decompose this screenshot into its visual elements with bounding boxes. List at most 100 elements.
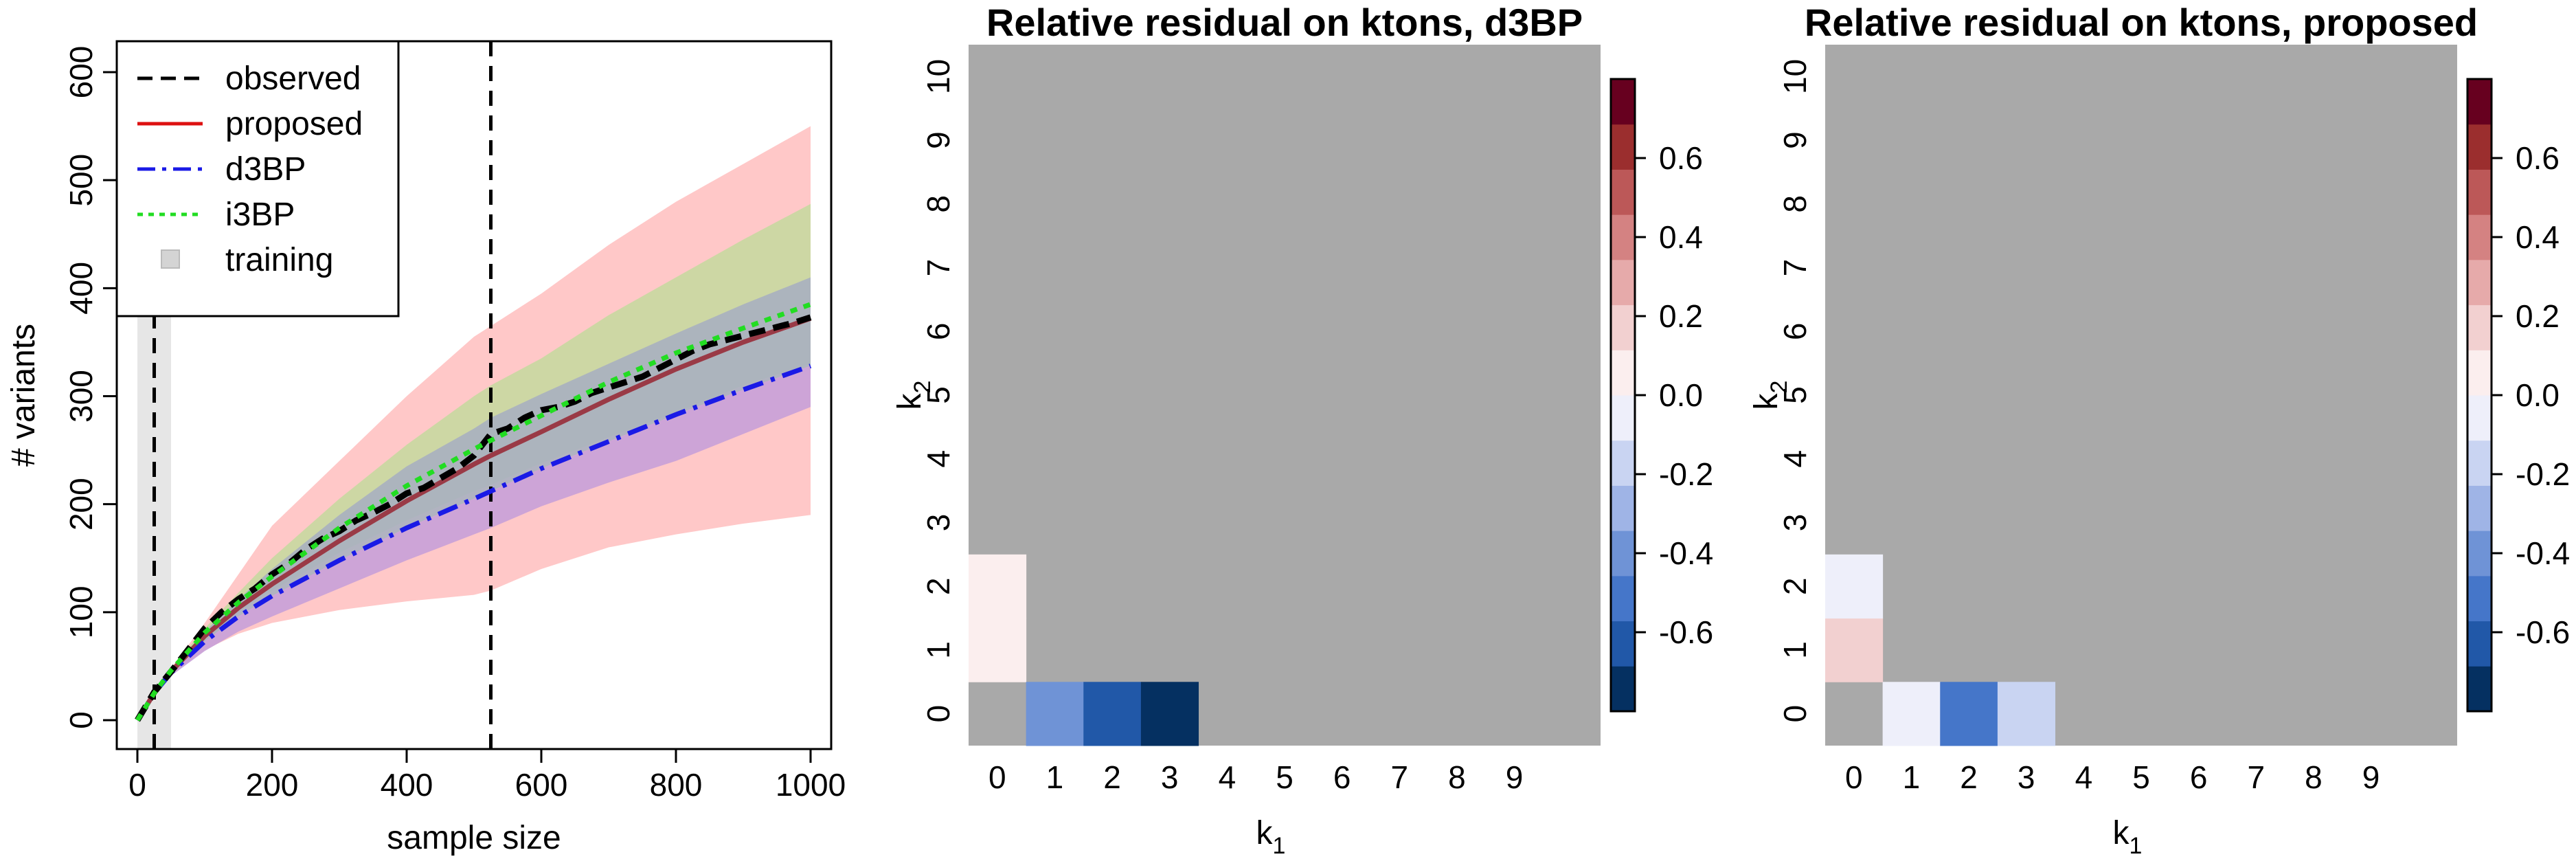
x-tick-label: 6 <box>2190 759 2208 795</box>
series-line-i3bp <box>135 302 812 722</box>
heatmap-cell <box>1026 682 1084 746</box>
x-tick-label: 3 <box>1161 759 1179 795</box>
colorbar-segment <box>1611 485 1635 531</box>
colorbar-segment <box>2467 485 2492 531</box>
y-tick-label: 0 <box>920 705 956 723</box>
legend-box <box>115 40 400 317</box>
colorbar-segment <box>2467 259 2492 306</box>
y-tick-label: 100 <box>63 585 99 638</box>
y-tick-label: 9 <box>1777 131 1813 149</box>
x-tick-label: 5 <box>2132 759 2150 795</box>
colorbar-tick-label: -0.6 <box>2516 614 2570 650</box>
x-tick-label: 400 <box>381 767 433 803</box>
x-tick-label: 6 <box>1333 759 1351 795</box>
series-line-observed <box>135 314 812 722</box>
colorbar-segment <box>2467 575 2492 622</box>
heatmap-cell <box>1825 618 1884 682</box>
y-axis-label-subscript: 2 <box>1766 381 1792 394</box>
legend-entry: proposed <box>225 106 363 142</box>
x-tick-label: 7 <box>2247 759 2265 795</box>
y-tick-label: 1 <box>1777 641 1813 659</box>
y-tick-label: 600 <box>63 46 99 99</box>
y-tick-label: 4 <box>920 450 956 468</box>
colorbar-tick-label: 0.4 <box>1659 219 1703 255</box>
colorbar-segment <box>1611 79 1635 125</box>
colorbar-tick-label: 0.2 <box>2516 298 2560 334</box>
y-tick-label: 5 <box>1777 386 1813 404</box>
x-tick-label: 0 <box>988 759 1006 795</box>
heatmap-proposed-panel: Relative residual on ktons, proposed 0 1 2 3… <box>1748 1 2570 859</box>
y-axis-label: k2 <box>892 381 936 410</box>
x-tick-label: 7 <box>1390 759 1408 795</box>
d3bp-band-lower <box>137 366 811 720</box>
y-tick-label: 10 <box>920 59 956 94</box>
legend-entry: observed <box>225 60 361 97</box>
colorbar-tick-label: 0.0 <box>2516 377 2560 413</box>
colorbar-tick-label: -0.2 <box>1659 456 1713 492</box>
colorbar-segment <box>2467 214 2492 260</box>
x-tick-label: 8 <box>2305 759 2323 795</box>
x-axis-label-base: k <box>1256 815 1274 851</box>
colorbar-tick-label: -0.4 <box>1659 535 1713 571</box>
x-tick-label: 2 <box>1103 759 1121 795</box>
colorbar-segment <box>2467 666 2492 712</box>
colorbar-segment <box>1611 350 1635 396</box>
x-tick-label: 0 <box>128 767 146 803</box>
y-tick-label: 400 <box>63 262 99 315</box>
colorbar-segment <box>2467 124 2492 170</box>
heatmap-title: Relative residual on ktons, d3BP <box>986 1 1583 44</box>
heatmap-cell <box>1140 682 1199 746</box>
y-tick-label: 500 <box>63 154 99 207</box>
y-axis-label-base: k <box>892 392 928 410</box>
colorbar-segment <box>1611 214 1635 260</box>
y-tick-label: 4 <box>1777 450 1813 468</box>
x-tick-label: 5 <box>1276 759 1293 795</box>
heatmap-na-background <box>969 45 1601 746</box>
colorbar-tick-label: -0.6 <box>1659 614 1713 650</box>
heatmap-cell <box>969 554 1027 619</box>
heatmap-cell <box>1882 682 1941 746</box>
legend-entry: d3BP <box>225 151 306 188</box>
colorbar-segment <box>1611 666 1635 712</box>
x-tick-label: 4 <box>2075 759 2093 795</box>
heatmap-d3bp-panel: Relative residual on ktons, d3BP 0 1 2 3 4 5 6 7… <box>892 1 1713 859</box>
colorbar-tick-label: 0.4 <box>2516 219 2560 255</box>
y-tick-label: 8 <box>920 195 956 213</box>
colorbar-tick-label: -0.2 <box>2516 456 2570 492</box>
x-axis-label: k1 <box>1256 815 1286 859</box>
x-tick-label: 2 <box>1960 759 1978 795</box>
colorbar-segment <box>2467 531 2492 577</box>
colorbar-segment <box>1611 304 1635 350</box>
heatmap-cell <box>1825 554 1884 619</box>
x-tick-label: 9 <box>1506 759 1524 795</box>
colorbar-tick-label: 0.6 <box>2516 140 2560 176</box>
x-tick-label: 0 <box>1845 759 1863 795</box>
colorbar-segment <box>1611 621 1635 667</box>
colorbar-segment <box>1611 259 1635 306</box>
y-tick-label: 0 <box>1777 705 1813 723</box>
colorbar-segment <box>2467 169 2492 215</box>
y-tick-label: 3 <box>1777 514 1813 532</box>
heatmap-na-background <box>1825 45 2457 746</box>
y-tick-label: 10 <box>1777 59 1813 94</box>
x-axis-label-base: k <box>2113 815 2130 851</box>
colorbar-segment <box>2467 79 2492 125</box>
x-tick-label: 1 <box>1903 759 1921 795</box>
x-tick-label: 8 <box>1448 759 1466 795</box>
x-axis-label: k1 <box>2113 815 2143 859</box>
colorbar-segment <box>1611 531 1635 577</box>
colorbar-tick-label: 0.0 <box>1659 377 1703 413</box>
y-tick-label: 200 <box>63 478 99 531</box>
y-tick-label: 7 <box>920 259 956 277</box>
colorbar-tick-label: -0.4 <box>2516 535 2570 571</box>
x-tick-label: 1 <box>1046 759 1064 795</box>
colorbar-segment <box>1611 575 1635 622</box>
legend-entry: training <box>225 242 333 278</box>
y-tick-label: 2 <box>920 577 956 595</box>
x-axis-label-subscript: 1 <box>1273 833 1286 859</box>
y-axis-label: # variants <box>5 324 42 467</box>
legend-entry: i3BP <box>225 197 295 233</box>
x-axis-label-subscript: 1 <box>2129 833 2143 859</box>
y-tick-label: 2 <box>1777 577 1813 595</box>
